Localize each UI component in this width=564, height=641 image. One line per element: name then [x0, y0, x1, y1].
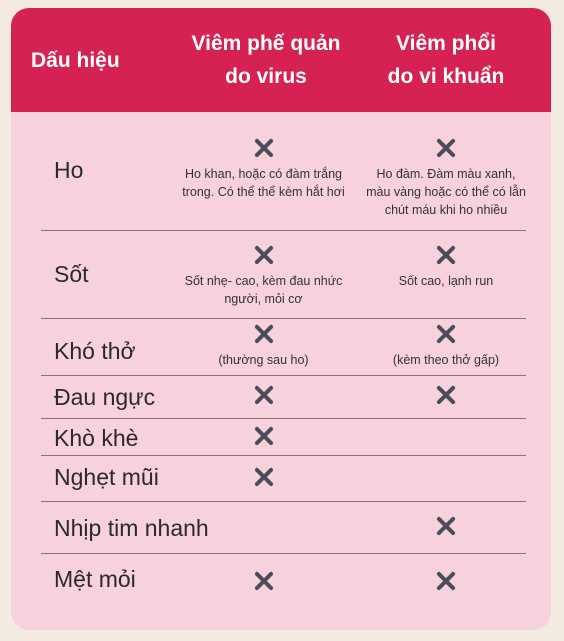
header-viral-bronchitis: Viêm phế quản do virus	[171, 8, 361, 112]
row-divider	[41, 318, 526, 319]
x-mark-icon	[253, 466, 275, 488]
sign-label: Khò khè	[54, 425, 139, 451]
x-mark-icon	[435, 570, 457, 592]
viral-cell	[181, 425, 346, 447]
x-mark-icon	[435, 137, 457, 159]
header-bacterial-pneumonia: Viêm phổi do vi khuẩn	[361, 8, 531, 112]
header-bacterial-line1: Viêm phổi	[396, 32, 496, 55]
x-mark-icon	[435, 515, 457, 537]
x-mark-icon	[253, 425, 275, 447]
viral-note: Sốt nhẹ- cao, kèm đau nhức người, mỏi cơ	[184, 274, 343, 306]
bacterial-note: (kèm theo thở gấp)	[392, 353, 500, 367]
sign-label: Ho	[54, 157, 84, 183]
x-mark-icon	[253, 384, 275, 406]
bacterial-cell	[366, 384, 526, 406]
table-header: Dấu hiệu Viêm phế quản do virus Viêm phổ…	[11, 8, 551, 112]
header-viral-line1: Viêm phế quản	[191, 32, 341, 55]
sign-label: Sốt	[54, 261, 89, 287]
x-mark-icon	[435, 244, 457, 266]
row-divider	[41, 553, 526, 554]
viral-note: (thường sau ho)	[218, 353, 309, 367]
header-viral-line2: do virus	[225, 65, 307, 88]
header-sign: Dấu hiệu	[31, 8, 161, 112]
x-mark-icon	[253, 570, 275, 592]
viral-cell	[181, 384, 346, 406]
header-sign-label: Dấu hiệu	[31, 48, 120, 72]
sign-label: Đau ngực	[54, 384, 156, 410]
bacterial-note: Sốt cao, lạnh run	[398, 274, 494, 288]
x-mark-icon	[435, 323, 457, 345]
viral-cell: Sốt nhẹ- cao, kèm đau nhức người, mỏi cơ	[181, 244, 346, 308]
row-divider	[41, 418, 526, 419]
header-bacterial-line2: do vi khuẩn	[387, 65, 505, 88]
row-divider	[41, 455, 526, 456]
row-divider	[41, 230, 526, 231]
sign-label: Nghẹt mũi	[54, 464, 159, 490]
viral-cell	[181, 466, 346, 488]
x-mark-icon	[253, 323, 275, 345]
x-mark-icon	[253, 137, 275, 159]
viral-cell: (thường sau ho)	[181, 323, 346, 369]
sign-label: Khó thở	[54, 338, 136, 364]
bacterial-cell: Sốt cao, lạnh run	[366, 244, 526, 290]
row-divider	[41, 501, 526, 502]
x-mark-icon	[435, 384, 457, 406]
viral-note: Ho khan, hoặc có đàm trắng trong. Có thể…	[182, 167, 345, 199]
viral-cell	[181, 570, 346, 592]
bacterial-cell: Ho đàm. Đàm màu xanh, màu vàng hoặc có t…	[366, 137, 526, 219]
viral-cell: Ho khan, hoặc có đàm trắng trong. Có thể…	[181, 137, 346, 201]
sign-label: Mệt mỏi	[54, 566, 136, 592]
sign-label: Nhịp tim nhanh	[54, 515, 209, 541]
comparison-table: Dấu hiệu Viêm phế quản do virus Viêm phổ…	[11, 8, 551, 630]
bacterial-cell	[366, 515, 526, 537]
x-mark-icon	[253, 244, 275, 266]
bacterial-cell: (kèm theo thở gấp)	[366, 323, 526, 369]
bacterial-note: Ho đàm. Đàm màu xanh, màu vàng hoặc có t…	[366, 167, 526, 217]
bacterial-cell	[366, 570, 526, 592]
row-divider	[41, 375, 526, 376]
